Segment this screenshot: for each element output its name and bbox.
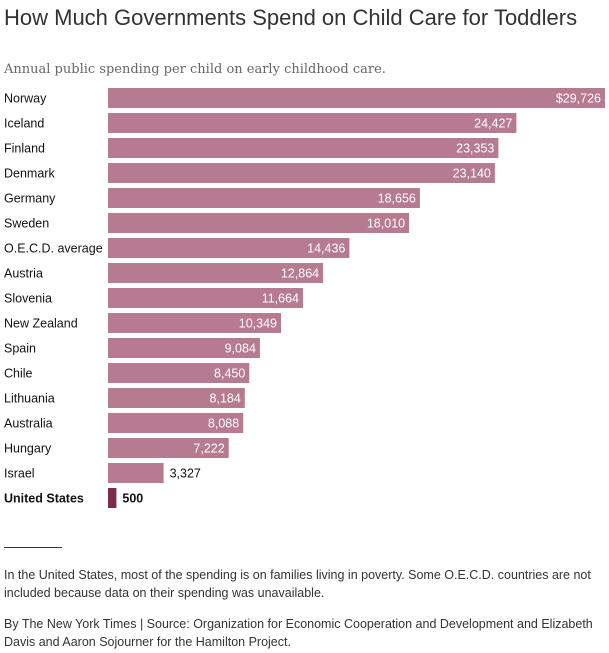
category-label: Sweden — [4, 217, 49, 231]
category-label: United States — [4, 492, 84, 506]
bar-new-zealand — [108, 313, 281, 333]
bar-row-israel: Israel 3,327 — [4, 463, 201, 483]
bar-row-austria: Austria 12,864 — [4, 263, 324, 283]
bar-row-sweden: Sweden 18,010 — [4, 213, 410, 233]
bar-row-slovenia: Slovenia 11,664 — [4, 288, 303, 308]
bar-row-lithuania: Lithuania 8,184 — [4, 388, 245, 408]
bar-germany — [108, 188, 420, 208]
value-label: 14,436 — [307, 242, 345, 256]
chart-credit: By The New York Times | Source: Organiza… — [4, 617, 593, 649]
category-label: Lithuania — [4, 392, 55, 406]
category-label: Slovenia — [4, 292, 52, 306]
value-label: 23,353 — [456, 142, 494, 156]
bar-row-iceland: Iceland 24,427 — [4, 113, 517, 133]
value-label: 23,140 — [453, 167, 491, 181]
bar-row-spain: Spain 9,084 — [4, 338, 260, 358]
value-label: 3,327 — [170, 467, 201, 481]
category-label: Austria — [4, 267, 43, 281]
value-label: 18,656 — [378, 192, 416, 206]
bar-united-states — [108, 488, 117, 508]
category-label: Chile — [4, 367, 33, 381]
bar-australia — [108, 413, 244, 433]
bar-chile — [108, 363, 250, 383]
category-label: Israel — [4, 467, 35, 481]
bar-slovenia — [108, 288, 303, 308]
bar-israel — [108, 463, 164, 483]
category-label: O.E.C.D. average — [4, 242, 103, 256]
bar-spain — [108, 338, 260, 358]
bar-row-germany: Germany 18,656 — [4, 188, 420, 208]
bar-row-australia: Australia 8,088 — [4, 413, 244, 433]
category-label: Hungary — [4, 442, 52, 456]
value-label: 11,664 — [262, 292, 299, 306]
footnote-divider — [4, 547, 62, 548]
chart-title: How Much Governments Spend on Child Care… — [4, 5, 578, 30]
value-label: 9,084 — [225, 342, 256, 356]
value-label: 8,184 — [210, 392, 241, 406]
value-label: 18,010 — [367, 217, 405, 231]
bar-sweden — [108, 213, 410, 233]
value-label: 8,088 — [208, 417, 239, 431]
category-label: New Zealand — [4, 317, 78, 331]
bar-austria — [108, 263, 324, 283]
bar-row-new-zealand: New Zealand 10,349 — [4, 313, 281, 333]
value-label: $29,726 — [556, 92, 601, 106]
bar-iceland — [108, 113, 517, 133]
value-label: 8,450 — [214, 367, 245, 381]
bar-finland — [108, 138, 499, 158]
bar-row-finland: Finland 23,353 — [4, 138, 499, 158]
bar-row-united-states: United States 500 — [4, 488, 143, 508]
bar-chart: Norway $29,726 Iceland 24,427 Finland 23,353 D… — [4, 88, 605, 508]
category-label: Denmark — [4, 167, 55, 181]
value-label: 7,222 — [193, 442, 224, 456]
bar-lithuania — [108, 388, 245, 408]
chart-subtitle: Annual public spending per child on earl… — [4, 62, 386, 77]
category-label: Norway — [4, 92, 47, 106]
bar-row-norway: Norway $29,726 — [4, 88, 605, 108]
bar-row-denmark: Denmark 23,140 — [4, 163, 495, 183]
category-label: Iceland — [4, 117, 44, 131]
bar-row-chile: Chile 8,450 — [4, 363, 250, 383]
chart-note: In the United States, most of the spendi… — [4, 568, 591, 600]
bar-o-e-c-d-average — [108, 238, 350, 258]
bar-row-o-e-c-d-average: O.E.C.D. average 14,436 — [4, 238, 350, 258]
bar-denmark — [108, 163, 495, 183]
category-label: Germany — [4, 192, 56, 206]
bar-row-hungary: Hungary 7,222 — [4, 438, 229, 458]
bar-hungary — [108, 438, 229, 458]
value-label: 24,427 — [474, 117, 512, 131]
category-label: Spain — [4, 342, 36, 356]
bar-norway — [108, 88, 605, 108]
value-label: 500 — [122, 492, 143, 506]
category-label: Finland — [4, 142, 45, 156]
category-label: Australia — [4, 417, 53, 431]
value-label: 10,349 — [239, 317, 277, 331]
value-label: 12,864 — [281, 267, 319, 281]
